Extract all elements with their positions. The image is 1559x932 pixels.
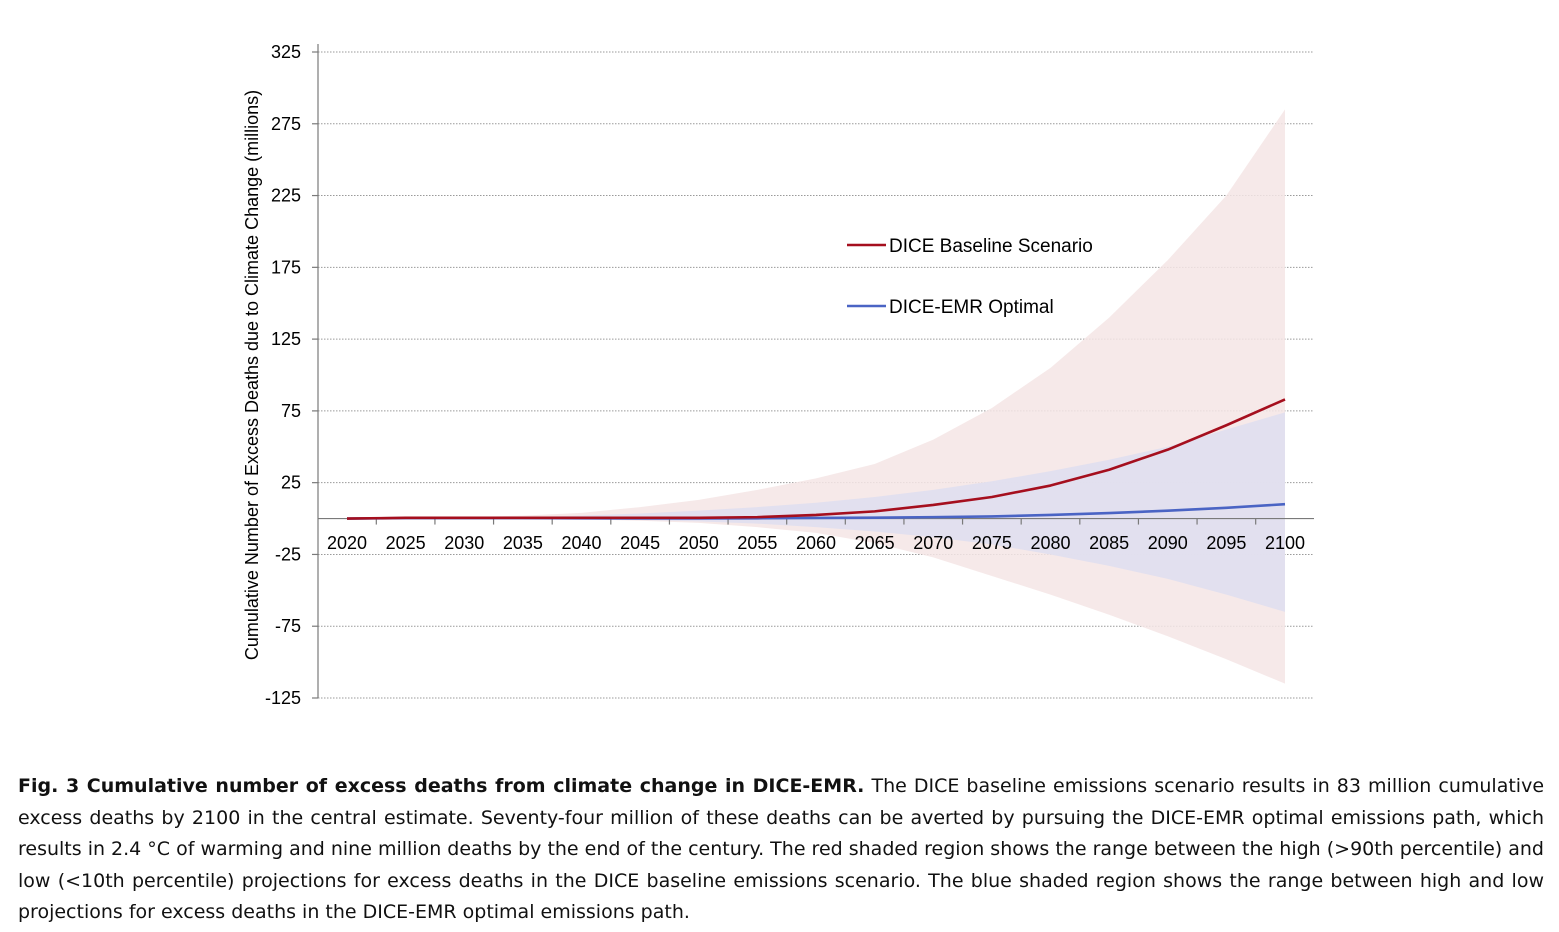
tick-labels: 325 275 225 175 125 75 25 -25 -75 -125 2020 2025 203…	[265, 42, 1305, 708]
line-baseline	[346, 398, 1286, 520]
x-tick-label-2060: 2060	[796, 533, 836, 553]
y-axis-label: Cumulative Number of Excess Deaths due t…	[242, 90, 262, 660]
x-tick-label-2035: 2035	[503, 533, 543, 553]
y-tick-label-6: 25	[281, 473, 301, 493]
x-tick-label-2025: 2025	[386, 533, 426, 553]
y-tick-label-9: -125	[265, 688, 301, 708]
x-tick-label-2075: 2075	[972, 533, 1012, 553]
series-lines	[346, 398, 1286, 520]
y-tick-label-0: 325	[271, 42, 301, 62]
x-tick-label-2095: 2095	[1206, 533, 1246, 553]
caption-text: The DICE baseline emissions scenario res…	[18, 775, 1545, 923]
y-tick-label-4: 125	[271, 329, 301, 349]
x-tick-label-2065: 2065	[855, 533, 895, 553]
x-tick-label-2090: 2090	[1148, 533, 1188, 553]
band-optimal	[347, 412, 1285, 612]
y-tick-label-2: 225	[271, 186, 301, 206]
x-tick-label-2040: 2040	[561, 533, 601, 553]
legend-label-optimal: DICE-EMR Optimal	[889, 297, 1054, 318]
x-tick-label-2045: 2045	[620, 533, 660, 553]
uncertainty-bands	[347, 109, 1285, 684]
x-tick-label-2020: 2020	[327, 533, 367, 553]
legend: DICE Baseline Scenario DICE-EMR Optimal	[847, 236, 1093, 318]
x-tick-label-2100: 2100	[1265, 533, 1305, 553]
caption-label: Fig. 3 Cumulative number of excess death…	[18, 775, 865, 797]
y-tick-label-8: -75	[275, 616, 301, 636]
x-tick-label-2070: 2070	[913, 533, 953, 553]
chart: 325 275 225 175 125 75 25 -25 -75 -125 2020 2025 203…	[242, 42, 1314, 708]
y-tick-label-1: 275	[271, 114, 301, 134]
x-tick-label-2030: 2030	[444, 533, 484, 553]
x-tick-label-2050: 2050	[679, 533, 719, 553]
y-tick-label-3: 175	[271, 257, 301, 277]
x-tick-label-2085: 2085	[1089, 533, 1129, 553]
y-tick-label-5: 75	[281, 401, 301, 421]
figure-caption: Fig. 3 Cumulative number of excess death…	[18, 771, 1544, 929]
x-tick-label-2055: 2055	[737, 533, 777, 553]
x-tick-label-2080: 2080	[1030, 533, 1070, 553]
y-tick-label-7: -25	[275, 544, 301, 564]
legend-label-baseline: DICE Baseline Scenario	[889, 236, 1093, 257]
